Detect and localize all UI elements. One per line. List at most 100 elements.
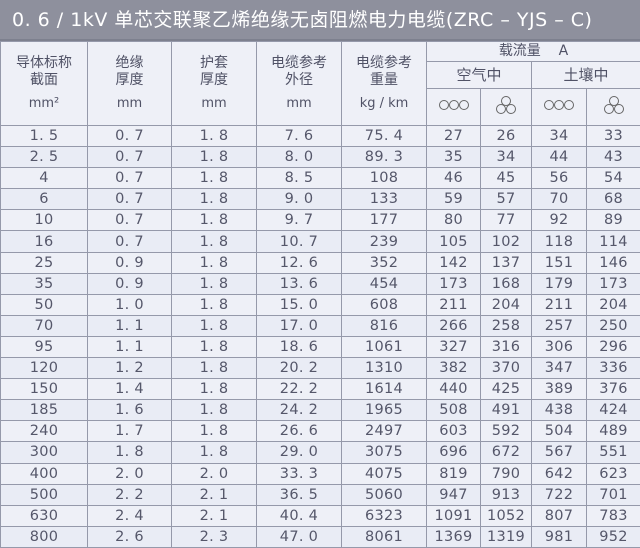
table-cell: 4 — [0, 167, 88, 190]
table-cell: 1. 2 — [87, 357, 172, 380]
table-cell: 95 — [0, 335, 88, 359]
table-cell: 257 — [531, 314, 587, 337]
trefoil-formation-icon — [480, 88, 532, 126]
table-cell: 336 — [585, 357, 640, 380]
table-row: 240 1. 7 1. 8 26. 6 2497 603 592 504 489 — [0, 420, 640, 443]
table-cell: 6323 — [341, 504, 427, 527]
table-cell: 1061 — [341, 335, 427, 359]
table-cell: 114 — [585, 230, 640, 253]
table-cell: 0. 7 — [87, 188, 172, 211]
header-in-soil: 土壤中 — [530, 61, 640, 89]
table-cell: 44 — [531, 146, 587, 169]
table-cell: 9. 7 — [256, 209, 342, 232]
table-row: 630 2. 4 2. 1 40. 4 6323 1091 1052 807 783 — [0, 504, 640, 527]
table-cell: 22. 2 — [256, 378, 342, 401]
table-cell: 50 — [0, 293, 88, 316]
table-row: 300 1. 8 1. 8 29. 0 3075 696 672 567 551 — [0, 441, 640, 464]
table-cell: 204 — [585, 293, 640, 316]
table-cell: 10. 7 — [256, 230, 342, 253]
table-cell: 316 — [480, 335, 532, 359]
header-cross-section: 导体标称 截面 mm² — [0, 41, 88, 126]
table-row: 16 0. 7 1. 8 10. 7 239 105 102 118 114 — [0, 230, 640, 253]
table-cell: 504 — [531, 420, 587, 443]
table-cell: 382 — [426, 357, 481, 380]
table-cell: 80 — [426, 209, 481, 232]
table-cell: 118 — [531, 230, 587, 253]
table-row: 400 2. 0 2. 0 33. 3 4075 819 790 642 623 — [0, 462, 640, 485]
header-insulation-thickness: 绝缘 厚度 mm — [87, 41, 172, 126]
table-cell: 70 — [0, 314, 88, 337]
table-cell: 35 — [0, 272, 88, 295]
table-cell: 2. 0 — [87, 462, 172, 485]
table-cell: 26 — [480, 124, 532, 148]
table-cell: 1. 8 — [171, 230, 257, 253]
table-cell: 1. 8 — [87, 441, 172, 464]
table-cell: 6 — [0, 188, 88, 211]
table-row: 4 0. 7 1. 8 8. 5 108 46 45 56 54 — [0, 167, 640, 190]
table-cell: 947 — [426, 483, 481, 506]
table-cell: 179 — [531, 272, 587, 295]
table-cell: 102 — [480, 230, 532, 253]
table-cell: 34 — [480, 146, 532, 169]
table-row: 10 0. 7 1. 8 9. 7 177 80 77 92 89 — [0, 209, 640, 232]
table-cell: 551 — [585, 441, 640, 464]
table-cell: 75. 4 — [341, 124, 427, 148]
table-cell: 1. 8 — [171, 378, 257, 401]
table-cell: 0. 9 — [87, 251, 172, 274]
table-cell: 204 — [480, 293, 532, 316]
table-cell: 150 — [0, 378, 88, 401]
table-cell: 819 — [426, 462, 481, 485]
table-cell: 92 — [531, 209, 587, 232]
table-row: 35 0. 9 1. 8 13. 6 454 173 168 179 173 — [0, 272, 640, 295]
table-cell: 1. 8 — [171, 124, 257, 148]
table-cell: 425 — [480, 378, 532, 401]
table-cell: 0. 9 — [87, 272, 172, 295]
table-cell: 1. 8 — [171, 167, 257, 190]
table-cell: 2. 1 — [171, 504, 257, 527]
table-cell: 1310 — [341, 357, 427, 380]
table-cell: 2. 1 — [171, 483, 257, 506]
table-row: 120 1. 2 1. 8 20. 2 1310 382 370 347 336 — [0, 357, 640, 380]
table-cell: 15. 0 — [256, 293, 342, 316]
table-cell: 120 — [0, 357, 88, 380]
table-cell: 133 — [341, 188, 427, 211]
table-row: 50 1. 0 1. 8 15. 0 608 211 204 211 204 — [0, 293, 640, 316]
table-cell: 185 — [0, 399, 88, 422]
cable-spec-table: 导体标称 截面 mm² 绝缘 厚度 mm 护套 厚度 mm 电缆参考 外径 mm 电缆参考 重量 k… — [0, 41, 640, 548]
table-cell: 57 — [480, 188, 532, 211]
table-cell: 376 — [585, 378, 640, 401]
table-cell: 59 — [426, 188, 481, 211]
table-cell: 500 — [0, 483, 88, 506]
table-cell: 173 — [585, 272, 640, 295]
table-cell: 77 — [480, 209, 532, 232]
table-cell: 2. 3 — [171, 525, 257, 548]
table-cell: 783 — [585, 504, 640, 527]
table-cell: 1. 0 — [87, 293, 172, 316]
table-cell: 250 — [585, 314, 640, 337]
table-cell: 352 — [341, 251, 427, 274]
table-cell: 440 — [426, 378, 481, 401]
table-cell: 642 — [531, 462, 587, 485]
table-cell: 1. 1 — [87, 335, 172, 359]
table-cell: 1. 8 — [171, 441, 257, 464]
flat-formation-icon — [426, 88, 481, 126]
table-cell: 1. 6 — [87, 399, 172, 422]
header-weight: 电缆参考 重量 kg / km — [341, 41, 427, 126]
table-cell: 26. 6 — [256, 420, 342, 443]
table-cell: 347 — [531, 357, 587, 380]
table-cell: 1. 8 — [171, 146, 257, 169]
table-cell: 508 — [426, 399, 481, 422]
table-cell: 211 — [426, 293, 481, 316]
table-cell: 10 — [0, 209, 88, 232]
table-cell: 608 — [341, 293, 427, 316]
table-cell: 105 — [426, 230, 481, 253]
table-cell: 24. 2 — [256, 399, 342, 422]
table-row: 1. 5 0. 7 1. 8 7. 6 75. 4 27 26 34 33 — [0, 124, 640, 148]
table-row: 25 0. 9 1. 8 12. 6 352 142 137 151 146 — [0, 251, 640, 274]
table-cell: 592 — [480, 420, 532, 443]
table-cell: 1. 8 — [171, 188, 257, 211]
table-cell: 17. 0 — [256, 314, 342, 337]
header-in-air: 空气中 — [426, 61, 532, 89]
table-cell: 2. 2 — [87, 483, 172, 506]
table-cell: 8. 5 — [256, 167, 342, 190]
